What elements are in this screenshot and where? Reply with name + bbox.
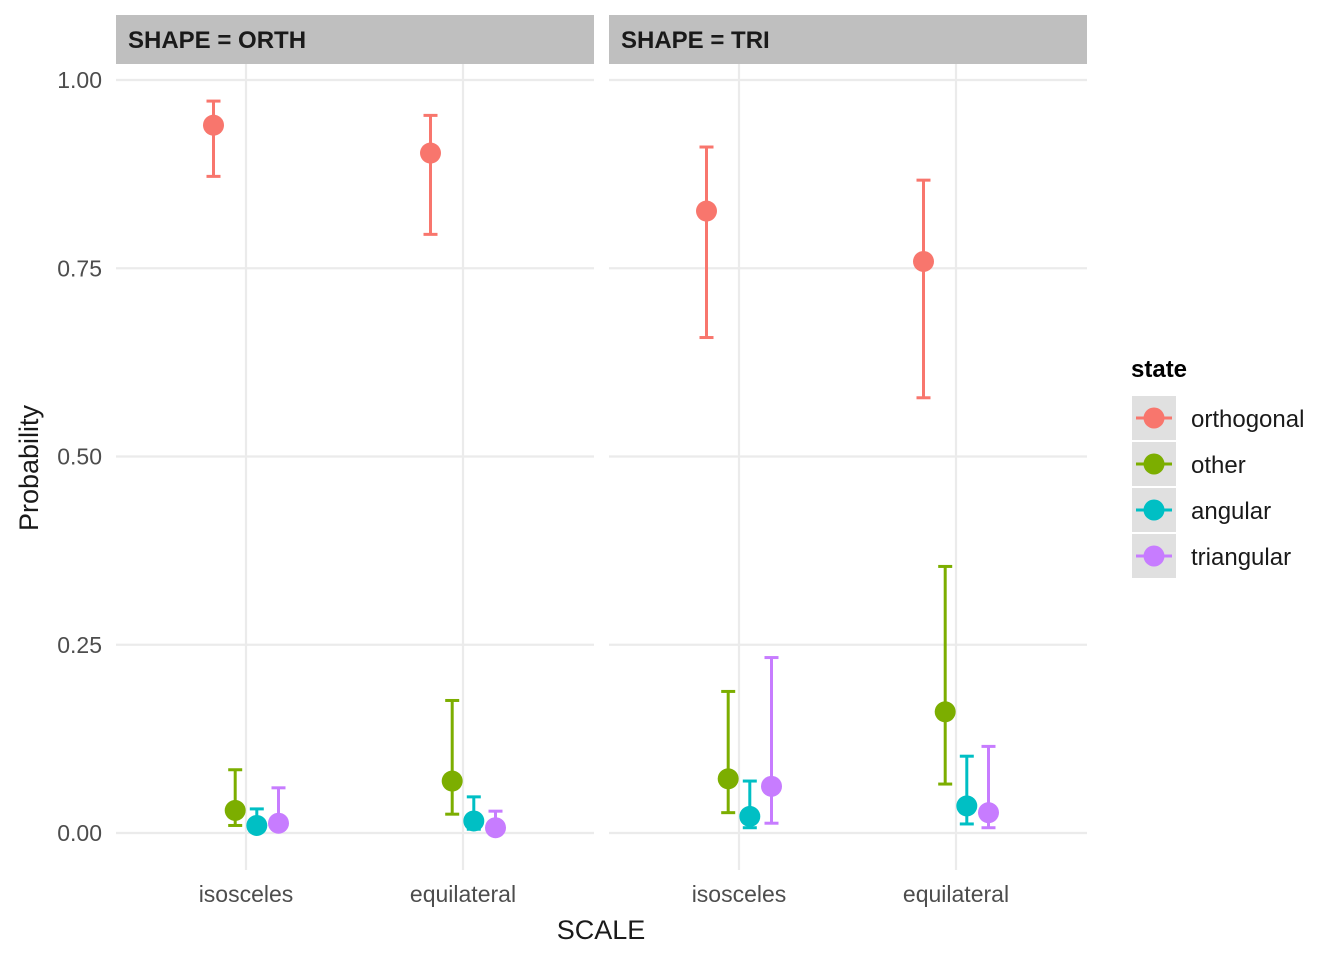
data-point-triangular — [761, 775, 782, 797]
facet-strip — [609, 15, 1087, 64]
y-tick-label: 0.00 — [57, 820, 102, 846]
data-point-triangular — [268, 812, 289, 834]
legend-label: other — [1191, 452, 1246, 479]
legend-item-other: other — [1132, 442, 1246, 486]
x-tick-label: isosceles — [692, 881, 787, 907]
error-bar-orthogonal — [423, 113, 438, 236]
y-axis-title: Probability — [14, 404, 44, 531]
data-point-angular — [956, 795, 978, 817]
data-point-other — [934, 701, 956, 723]
error-bar-other — [938, 564, 953, 786]
legend-item-orthogonal: orthogonal — [1132, 396, 1304, 440]
error-bar-orthogonal — [916, 178, 931, 400]
data-point-orthogonal — [913, 250, 934, 272]
facet-panel: SHAPE = TRI isosceles equilateral — [609, 15, 1087, 907]
error-bar-orthogonal — [206, 99, 221, 178]
y-tick-label: 0.50 — [57, 444, 102, 470]
x-tick-label: equilateral — [903, 881, 1009, 907]
legend-key-point — [1143, 453, 1165, 475]
x-tick-label: equilateral — [410, 881, 516, 907]
legend-label: orthogonal — [1191, 406, 1304, 433]
facet-strip-label: SHAPE = TRI — [621, 27, 770, 54]
y-tick-label: 0.75 — [57, 255, 102, 281]
x-axis-title: SCALE — [557, 915, 646, 945]
data-point-other — [224, 799, 246, 821]
data-point-angular — [463, 810, 485, 832]
legend-key-point — [1143, 545, 1165, 567]
facet-strip-label: SHAPE = ORTH — [128, 27, 306, 54]
error-bar-other — [445, 698, 460, 816]
data-point-orthogonal — [696, 200, 717, 222]
data-point-other — [441, 770, 463, 792]
legend-label: triangular — [1191, 544, 1291, 571]
facet-panel: SHAPE = ORTH isosceles equilateral — [116, 15, 594, 907]
legend-item-angular: angular — [1132, 488, 1271, 532]
x-tick-label: isosceles — [199, 881, 294, 907]
data-point-triangular — [978, 802, 999, 824]
legend-key-point — [1143, 499, 1165, 521]
facet-strip — [116, 15, 594, 64]
data-point-triangular — [485, 817, 506, 839]
data-point-other — [717, 768, 739, 790]
error-bar-other — [721, 689, 736, 815]
error-bar-orthogonal — [699, 145, 714, 340]
y-tick-label: 0.25 — [57, 632, 102, 658]
data-point-angular — [739, 805, 761, 827]
data-point-orthogonal — [420, 142, 441, 164]
legend-key-point — [1143, 407, 1165, 429]
error-bar-triangular — [764, 656, 779, 825]
y-tick-label: 1.00 — [57, 67, 102, 93]
legend-label: angular — [1191, 498, 1271, 525]
legend-item-triangular: triangular — [1132, 534, 1291, 578]
legend-title: state — [1131, 356, 1187, 383]
data-point-angular — [246, 814, 268, 836]
data-point-orthogonal — [203, 114, 224, 136]
